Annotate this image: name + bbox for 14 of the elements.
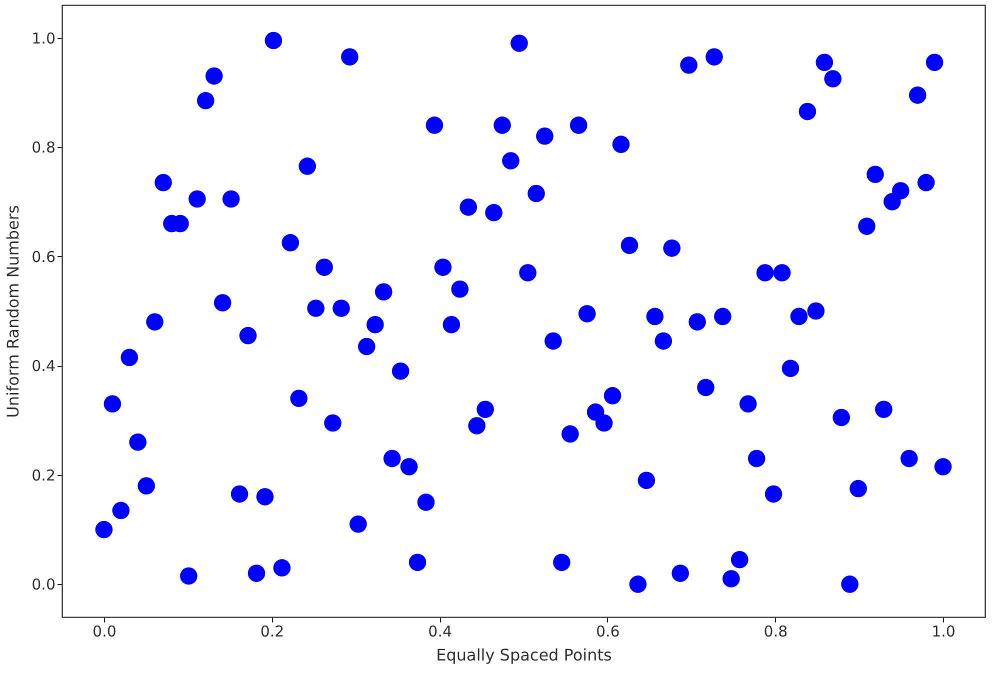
y-tick-label: 0.4 bbox=[32, 357, 56, 376]
x-tick-label: 0.2 bbox=[260, 622, 284, 640]
x-axis-title: Equally Spaced Points bbox=[436, 646, 612, 664]
y-tick-label: 1.0 bbox=[32, 29, 56, 48]
y-tick-label: 0.6 bbox=[32, 248, 56, 266]
y-tick-label: 0.2 bbox=[32, 466, 56, 484]
x-tick-label: 0.4 bbox=[428, 622, 452, 640]
x-tick-label: 1.0 bbox=[932, 622, 956, 640]
x-tick-label: 0.6 bbox=[596, 622, 620, 640]
y-tick-label: 0.8 bbox=[32, 138, 56, 157]
x-tick-label: 0.0 bbox=[92, 622, 116, 640]
x-tick-label: 0.8 bbox=[764, 622, 788, 640]
y-tick-label: 0.0 bbox=[32, 576, 56, 594]
y-axis-title: Uniform Random Numbers bbox=[4, 205, 23, 418]
